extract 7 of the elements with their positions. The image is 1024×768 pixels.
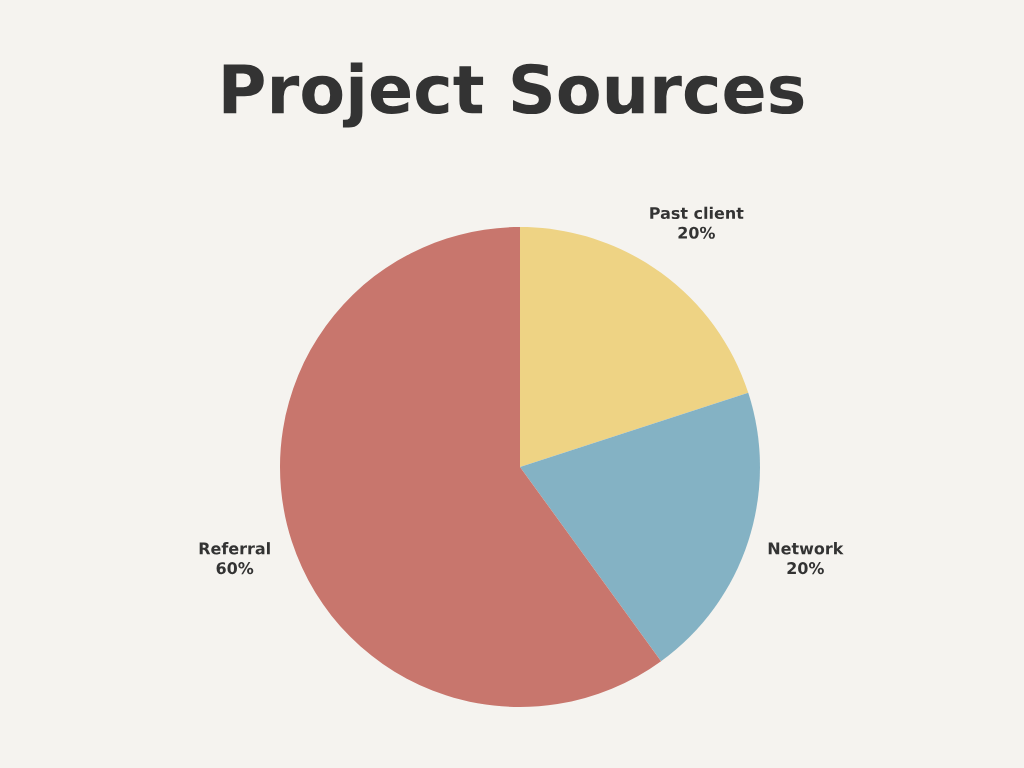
data-label: 20% bbox=[787, 562, 824, 575]
slice-label: Referral bbox=[199, 542, 270, 555]
slice-label: Past client bbox=[650, 206, 744, 220]
data-label: 60% bbox=[216, 562, 254, 575]
data-label: 20% bbox=[678, 226, 715, 239]
slice-label: Network bbox=[768, 542, 844, 555]
chart-title: Project Sources bbox=[223, 62, 804, 128]
